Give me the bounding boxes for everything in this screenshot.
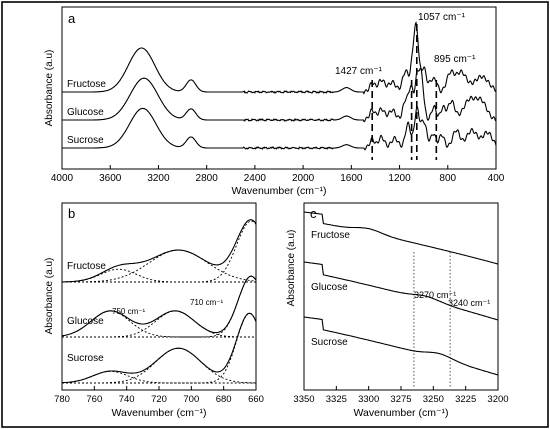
panel-b-xlabel: Wavenumber (cm⁻¹) <box>112 407 207 419</box>
x-tick-label: 2400 <box>244 173 267 184</box>
x-tick-label: 700 <box>183 394 199 405</box>
x-tick-label: 780 <box>54 394 70 405</box>
annotation-710: 710 cm⁻¹ <box>190 298 223 307</box>
series-line-sucrose <box>303 316 499 376</box>
panel-a-markers <box>371 24 438 160</box>
x-tick-label: 3300 <box>358 394 379 405</box>
series-line-sucrose <box>61 312 257 384</box>
marker-label-1427: 1427 cm⁻¹ <box>335 66 383 77</box>
panel-c-x-ticks: 3350 3325 3300 3275 3250 3225 3200 <box>293 386 509 405</box>
marker-label-895: 895 cm⁻¹ <box>434 54 476 65</box>
component-curve-glucose <box>62 275 257 338</box>
series-line-fructose <box>62 21 497 95</box>
component-curve-fructose <box>62 249 257 283</box>
x-tick-label: 3250 <box>423 394 444 405</box>
x-tick-label: 3200 <box>147 173 170 184</box>
x-tick-label: 4000 <box>51 173 74 184</box>
series-line-glucose <box>61 275 257 337</box>
series-label-sucrose: Sucrose <box>311 337 348 348</box>
x-tick-label: 3350 <box>293 394 314 405</box>
panel-a-x-ticks: 4000 3600 3200 2800 2400 2000 1600 1200 800 400 <box>51 165 505 184</box>
x-tick-label: 3225 <box>455 394 476 405</box>
x-tick-label: 680 <box>216 394 232 405</box>
series-line-fructose <box>303 211 499 265</box>
component-curve-sucrose <box>61 370 256 384</box>
marker-label-3265: 3270 cm⁻¹ <box>414 290 456 300</box>
x-tick-label: 720 <box>151 394 167 405</box>
series-label-fructose: Fructose <box>311 230 350 241</box>
panel-b-ylabel: Absorbance (a.u) <box>44 258 55 335</box>
panel-b-x-ticks: 780 760 740 720 700 680 660 <box>54 386 264 405</box>
panel-a-ylabel: Absorbance (a.u) <box>44 50 55 127</box>
series-label-fructose: Fructose <box>67 79 106 90</box>
series-label-glucose: Glucose <box>311 282 348 293</box>
panel-c-ylabel: Absorbance (a.u) <box>286 230 297 307</box>
panel-a-marker-labels: 1427 cm⁻¹ 1057 cm⁻¹ 895 cm⁻¹ <box>335 12 476 77</box>
series-line-fructose <box>62 219 257 283</box>
panel-c-series <box>303 211 499 376</box>
x-tick-label: 400 <box>488 173 505 184</box>
series-label-glucose: Glucose <box>67 316 104 327</box>
x-tick-label: 760 <box>86 394 102 405</box>
panel-a-label: a <box>68 11 76 26</box>
panel-a-xlabel: Wavenumber (cm⁻¹) <box>232 185 327 197</box>
x-tick-label: 740 <box>119 394 135 405</box>
panel-c-markers <box>413 252 451 388</box>
panel-a-series <box>62 21 497 151</box>
x-tick-label: 800 <box>439 173 456 184</box>
x-tick-label: 1600 <box>340 173 363 184</box>
x-tick-label: 3275 <box>390 394 411 405</box>
panel-a: a Absorbance (a.u) Wavenumber (cm⁻¹) 400… <box>44 6 505 197</box>
component-curve-sucrose <box>62 312 257 384</box>
x-tick-label: 2800 <box>196 173 219 184</box>
panel-c-series-labels: Fructose Glucose Sucrose <box>311 230 350 348</box>
panel-b-label: b <box>68 206 75 221</box>
panel-b: b Absorbance (a.u) Wavenumber (cm⁻¹) 780… <box>44 202 264 419</box>
x-tick-label: 660 <box>248 394 264 405</box>
panel-a-series-labels: Fructose Glucose Sucrose <box>67 79 106 146</box>
series-line-glucose <box>62 67 497 123</box>
marker-label-3237: 3240 cm⁻¹ <box>448 298 490 308</box>
panel-a-frame <box>61 6 497 170</box>
panel-b-series <box>61 219 257 384</box>
series-label-sucrose: Sucrose <box>67 135 104 146</box>
marker-label-1057: 1057 cm⁻¹ <box>418 12 466 23</box>
panel-b-annotations: 750 cm⁻¹ 710 cm⁻¹ <box>112 298 223 316</box>
x-tick-label: 1200 <box>388 173 411 184</box>
component-curve-fructose <box>62 220 257 283</box>
panel-b-series-labels: Fructose Glucose Sucrose <box>67 261 106 364</box>
series-line-sucrose <box>62 106 497 151</box>
x-tick-label: 3325 <box>326 394 347 405</box>
series-label-sucrose: Sucrose <box>67 353 104 364</box>
panel-c-xlabel: Wavenumber (cm⁻¹) <box>354 407 449 419</box>
x-tick-label: 2000 <box>292 173 315 184</box>
x-tick-label: 3200 <box>487 394 508 405</box>
x-tick-label: 3600 <box>99 173 122 184</box>
series-label-fructose: Fructose <box>67 261 106 272</box>
annotation-750: 750 cm⁻¹ <box>112 307 145 316</box>
panel-c: c Absorbance (a.u) Wavenumber (cm⁻¹) 335… <box>286 202 509 419</box>
series-label-glucose: Glucose <box>67 107 104 118</box>
series-line-glucose <box>303 261 499 321</box>
